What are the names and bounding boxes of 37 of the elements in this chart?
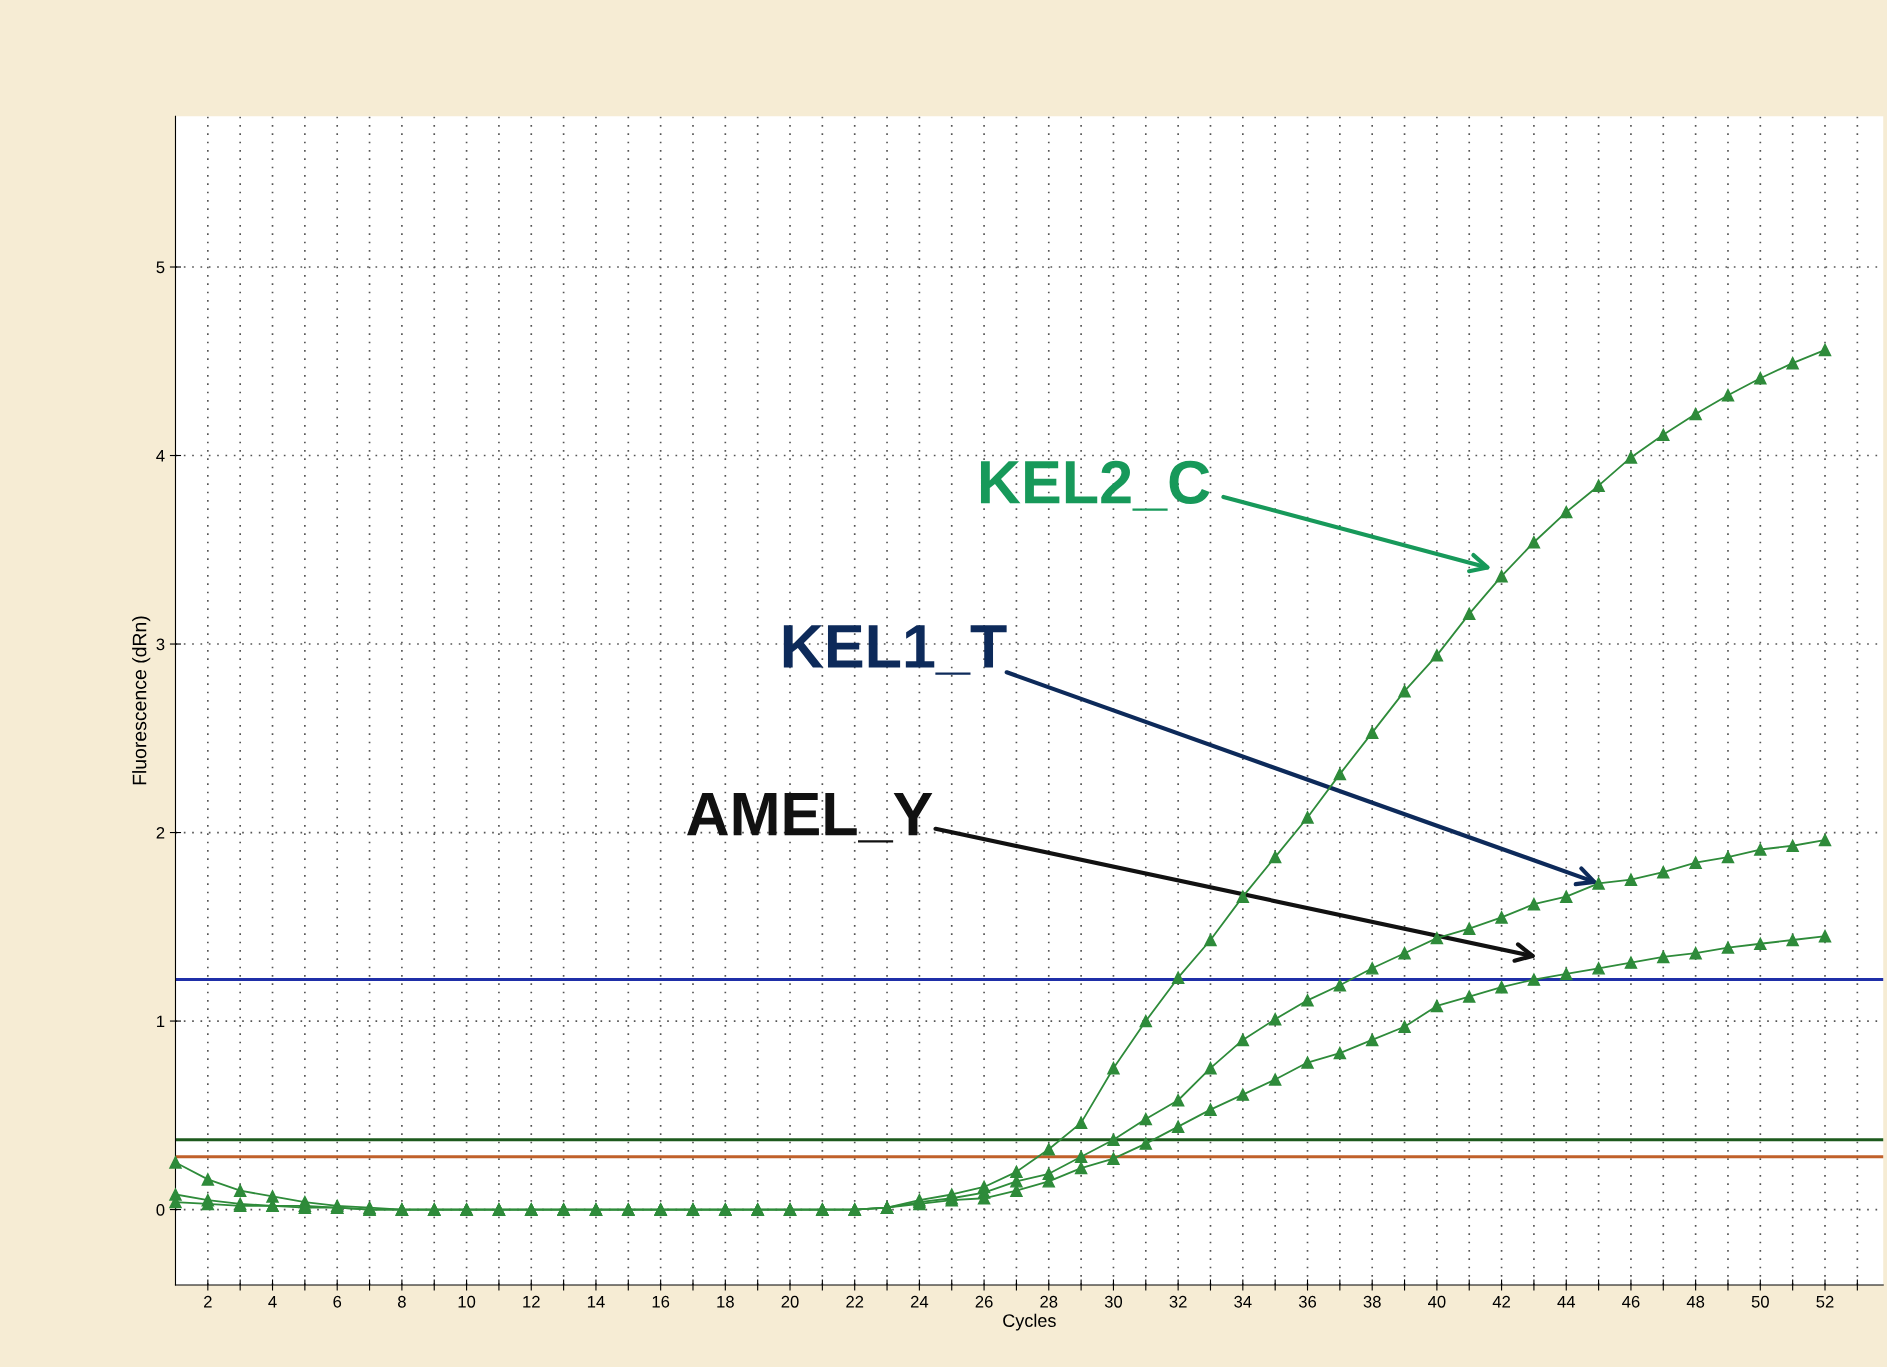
y-tick-label: 4 xyxy=(156,450,165,462)
x-tick-label: 38 xyxy=(1363,1295,1381,1308)
annotation: AMEL_Y xyxy=(687,793,933,843)
y-tick-label: 5 xyxy=(156,261,165,274)
annotation: KEL2_C xyxy=(980,460,1210,511)
x-tick-label: 2 xyxy=(204,1295,212,1308)
x-tick-label: 44 xyxy=(1557,1296,1576,1308)
x-tick-label: 46 xyxy=(1622,1295,1640,1308)
x-tick-label: 18 xyxy=(717,1295,734,1308)
x-tick-label: 12 xyxy=(523,1295,540,1308)
x-tick-label: 10 xyxy=(458,1295,476,1308)
x-tick-label: 30 xyxy=(1104,1295,1123,1308)
x-tick-label: 32 xyxy=(1169,1295,1187,1308)
x-tick-label: 26 xyxy=(975,1295,993,1308)
x-tick-label: 16 xyxy=(652,1295,670,1308)
x-tick-label: 36 xyxy=(1298,1295,1317,1308)
x-tick-label: 8 xyxy=(397,1295,406,1308)
x-tick-label: 6 xyxy=(333,1295,342,1308)
x-tick-label: 22 xyxy=(846,1295,864,1308)
x-tick-label: 24 xyxy=(910,1295,929,1308)
annotation: KEL1_T xyxy=(783,625,1007,675)
y-tick-label: 3 xyxy=(156,638,165,651)
x-tick-label: 52 xyxy=(1816,1295,1834,1308)
x-axis-title: Cycles xyxy=(1003,1313,1056,1331)
x-tick-label: 42 xyxy=(1492,1295,1511,1308)
x-tick-label: 50 xyxy=(1751,1295,1769,1308)
x-tick-label: 40 xyxy=(1428,1295,1446,1308)
x-tick-label: 20 xyxy=(781,1295,799,1308)
x-tick-label: 28 xyxy=(1040,1295,1058,1308)
x-tick-label: 14 xyxy=(587,1296,605,1308)
y-tick-label: 2 xyxy=(156,826,165,839)
y-tick-label: 0 xyxy=(156,1203,165,1216)
x-tick-label: 34 xyxy=(1234,1295,1252,1308)
x-tick-label: 48 xyxy=(1686,1295,1705,1308)
x-tick-label: 4 xyxy=(268,1296,277,1308)
y-axis-title: Fluorescence (dRn) xyxy=(132,616,151,785)
y-tick-label: 1 xyxy=(157,1015,165,1028)
